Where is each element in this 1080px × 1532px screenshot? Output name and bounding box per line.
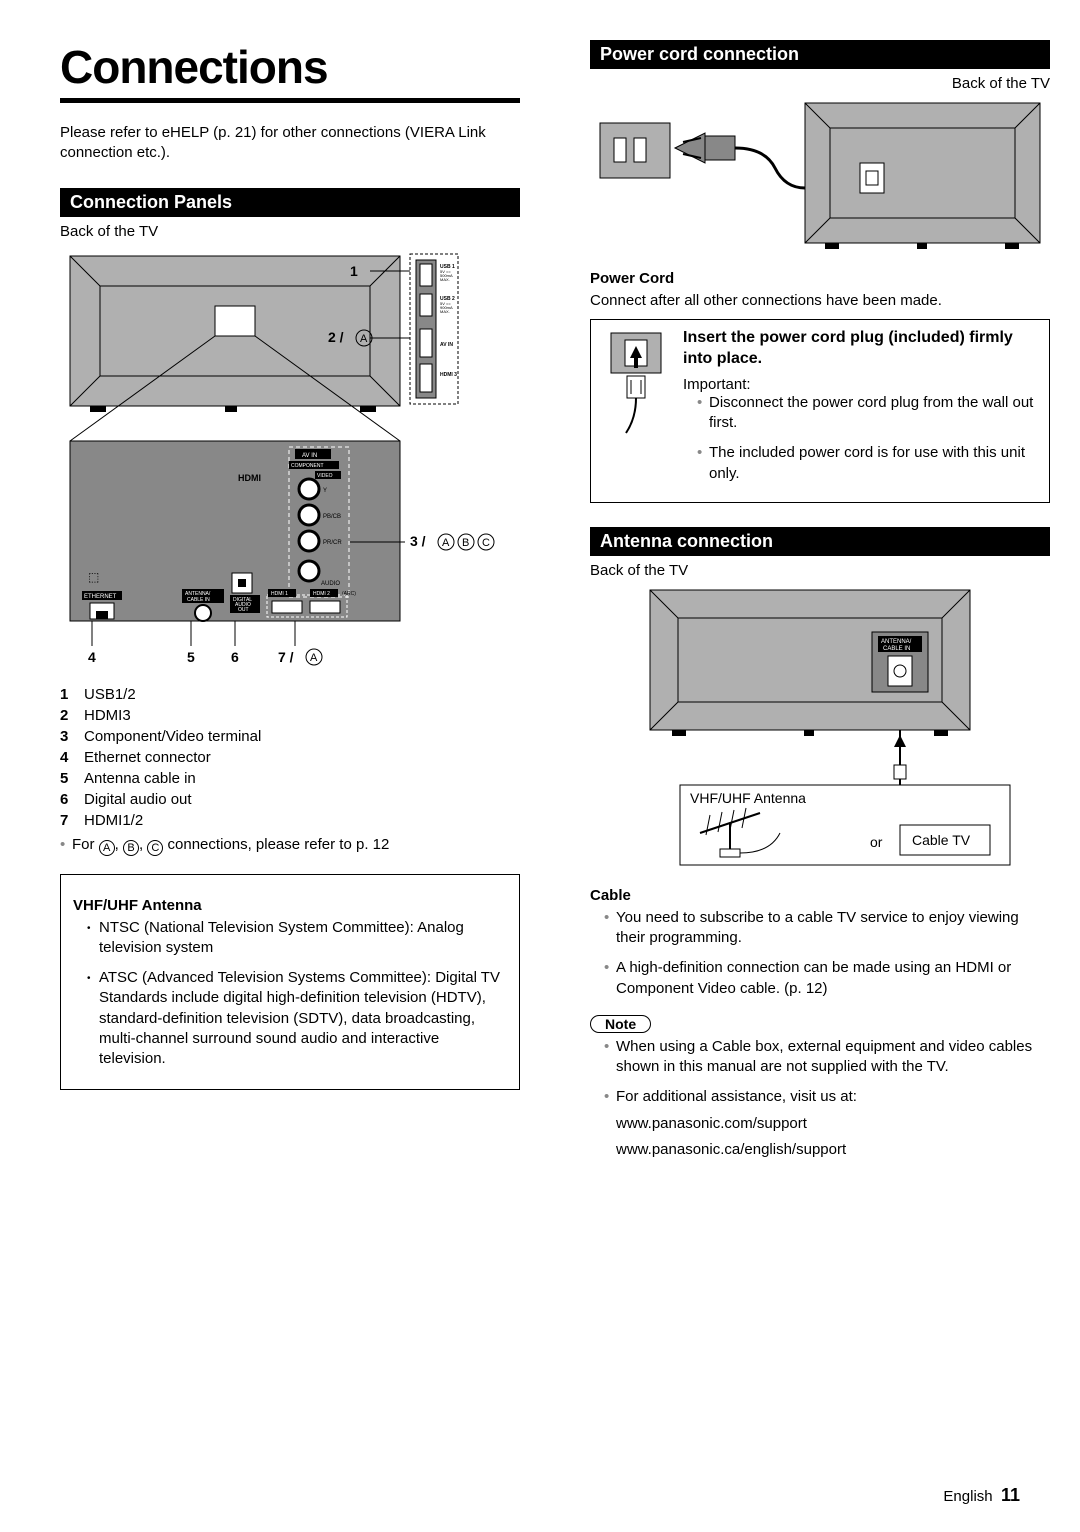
- legend-note: For A, B, C connections, please refer to…: [60, 835, 520, 856]
- svg-text:OUT: OUT: [238, 607, 249, 613]
- svg-text:VHF/UHF Antenna: VHF/UHF Antenna: [690, 790, 806, 806]
- svg-text:or: or: [870, 834, 883, 850]
- intro-text: Please refer to eHELP (p. 21) for other …: [60, 123, 520, 164]
- svg-text:⬚: ⬚: [88, 570, 99, 584]
- svg-text:VIDEO: VIDEO: [317, 473, 333, 479]
- svg-text:7 /: 7 /: [278, 649, 294, 665]
- note-bullet: For additional assistance, visit us at: …: [604, 1087, 1050, 1160]
- svg-text:A: A: [442, 537, 450, 549]
- svg-text:4: 4: [88, 649, 96, 665]
- svg-text:A: A: [310, 652, 318, 664]
- svg-text:HDMI: HDMI: [238, 473, 261, 483]
- cable-bullet: A high-definition connection can be made…: [604, 958, 1050, 999]
- power-cord-subheading: Power Cord: [590, 270, 1050, 287]
- back-of-tv-caption: Back of the TV: [60, 223, 520, 240]
- power-box-title: Insert the power cord plug (included) fi…: [683, 328, 1039, 370]
- note-bullet: When using a Cable box, external equipme…: [604, 1037, 1050, 1078]
- power-section-heading: Power cord connection: [590, 40, 1050, 69]
- connection-panel-diagram: USB 1 5V == 500mA MAX. USB 2 5V == 900mA…: [60, 246, 520, 676]
- svg-text:2 /: 2 /: [328, 329, 344, 345]
- svg-text:1: 1: [350, 263, 358, 279]
- svg-text:PB/CB: PB/CB: [323, 514, 341, 520]
- vhf-item: ATSC (Advanced Television Systems Commit…: [87, 968, 507, 1069]
- svg-text:PR/CR: PR/CR: [323, 540, 342, 546]
- cable-heading: Cable: [590, 887, 1050, 904]
- power-bullet: The included power cord is for use with …: [697, 443, 1039, 484]
- svg-text:Y: Y: [323, 488, 327, 494]
- page-footer: English 11: [943, 1485, 1020, 1506]
- left-column: Connections Please refer to eHELP (p. 21…: [60, 40, 520, 1170]
- svg-text:Cable TV: Cable TV: [912, 832, 971, 848]
- svg-text:CABLE IN: CABLE IN: [883, 646, 910, 652]
- svg-text:A: A: [360, 333, 368, 345]
- svg-text:C: C: [482, 537, 490, 549]
- antenna-section-heading: Antenna connection: [590, 527, 1050, 556]
- svg-text:COMPONENT: COMPONENT: [291, 463, 324, 469]
- svg-text:AV IN: AV IN: [440, 342, 453, 348]
- connection-panels-heading: Connection Panels: [60, 188, 520, 217]
- svg-text:CABLE IN: CABLE IN: [187, 597, 210, 603]
- power-diagram: [590, 98, 1050, 258]
- vhf-heading: VHF/UHF Antenna: [73, 897, 507, 914]
- svg-text:B: B: [462, 537, 469, 549]
- power-cord-text: Connect after all other connections have…: [590, 291, 1050, 311]
- svg-text:AUDIO: AUDIO: [321, 581, 340, 587]
- page-title: Connections: [60, 40, 520, 103]
- support-url: www.panasonic.ca/english/support: [616, 1140, 1050, 1160]
- power-instruction-box: Insert the power cord plug (included) fi…: [590, 319, 1050, 503]
- plug-insert-icon: [601, 328, 671, 494]
- svg-text:ANTENNA/: ANTENNA/: [881, 639, 912, 645]
- panel-legend: 1USB1/2 2HDMI3 3Component/Video terminal…: [60, 686, 520, 856]
- svg-text:ETHERNET: ETHERNET: [84, 594, 117, 600]
- antenna-diagram: ANTENNA/ CABLE IN VHF/UHF Antenna: [590, 585, 1050, 875]
- note-label: Note: [590, 1015, 651, 1033]
- power-bullet: Disconnect the power cord plug from the …: [697, 393, 1039, 434]
- cable-bullet: You need to subscribe to a cable TV serv…: [604, 908, 1050, 949]
- svg-text:5: 5: [187, 649, 195, 665]
- vhf-item: NTSC (National Television System Committ…: [87, 918, 507, 959]
- vhf-uhf-info-box: VHF/UHF Antenna NTSC (National Televisio…: [60, 874, 520, 1091]
- svg-text:HDMI 2: HDMI 2: [313, 591, 330, 597]
- svg-text:HDMI 3: HDMI 3: [440, 372, 457, 378]
- svg-text:(ARC): (ARC): [342, 591, 356, 597]
- svg-text:6: 6: [231, 649, 239, 665]
- right-column: Power cord connection Back of the TV: [590, 40, 1050, 1170]
- svg-text:HDMI 1: HDMI 1: [271, 591, 288, 597]
- antenna-caption: Back of the TV: [590, 562, 1050, 579]
- svg-text:3 /: 3 /: [410, 533, 426, 549]
- important-label: Important:: [683, 376, 1039, 393]
- svg-text:MAX.: MAX.: [440, 277, 450, 282]
- power-caption: Back of the TV: [590, 75, 1050, 92]
- support-url: www.panasonic.com/support: [616, 1114, 1050, 1134]
- svg-text:MAX.: MAX.: [440, 309, 450, 314]
- svg-text:AV IN: AV IN: [302, 453, 317, 459]
